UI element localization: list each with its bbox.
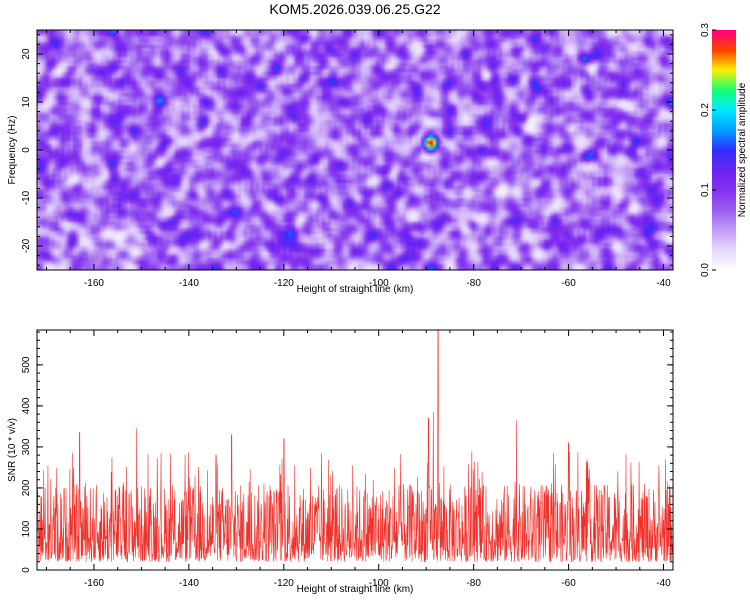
colorbar-tick-label: 0.0 bbox=[700, 263, 711, 277]
heatmap-xtick-label: -60 bbox=[561, 278, 576, 289]
snr-ytick-label: 400 bbox=[21, 397, 32, 414]
heatmap-image bbox=[37, 30, 673, 270]
snr-xtick-label: -40 bbox=[656, 578, 671, 589]
colorbar-tick-label: 0.3 bbox=[700, 23, 711, 37]
heatmap-xtick-label: -120 bbox=[274, 278, 294, 289]
snr-ytick-label: 200 bbox=[21, 479, 32, 496]
snr-ylabel: SNR (10 * v/v) bbox=[7, 418, 18, 482]
heatmap-ylabel: Frequency (Hz) bbox=[7, 116, 18, 185]
heatmap-xtick-label: -40 bbox=[656, 278, 671, 289]
snr-ytick-label: 500 bbox=[21, 356, 32, 373]
snr-xtick-label: -60 bbox=[561, 578, 576, 589]
chart-title: KOM5.2026.039.06.25.G22 bbox=[269, 1, 440, 17]
snr-panel: -160 -140 -120 -100 -80 -60 -40 0 100 200 300 400 50… bbox=[7, 329, 674, 595]
heatmap-xlabel: Height of straight line (km) bbox=[297, 284, 414, 295]
heatmap-xtick-label: -100 bbox=[369, 278, 389, 289]
heatmap-xtick-label: -160 bbox=[84, 278, 104, 289]
snr-xtick-label: -120 bbox=[274, 578, 294, 589]
snr-xtick-label: -80 bbox=[466, 578, 481, 589]
colorbar-tick-label: 0.1 bbox=[700, 183, 711, 197]
colorbar-bar bbox=[712, 30, 736, 270]
heatmap-xtick-label: -80 bbox=[466, 278, 481, 289]
snr-series-line bbox=[37, 330, 673, 563]
colorbar-ticks: 0.0 0.1 0.2 0.3 bbox=[700, 23, 716, 277]
snr-xtick-label: -140 bbox=[179, 578, 199, 589]
heatmap-xtick-label: -140 bbox=[179, 278, 199, 289]
colorbar-tick-label: 0.2 bbox=[700, 103, 711, 117]
snr-xtick-label: -100 bbox=[369, 578, 389, 589]
heatmap-ytick-label: -10 bbox=[21, 190, 32, 205]
heatmap-ytick-label: -20 bbox=[21, 238, 32, 253]
snr-ytick-label: 300 bbox=[21, 438, 32, 455]
snr-axes: -160 -140 -120 -100 -80 -60 -40 0 100 200 300 400 50… bbox=[21, 330, 673, 589]
colorbar: 0.0 0.1 0.2 0.3 Normalized spectral amplitu… bbox=[700, 23, 748, 277]
snr-xlabel: Height of straight line (km) bbox=[297, 584, 414, 595]
snr-ytick-label: 100 bbox=[21, 520, 32, 537]
snr-ytick-label: 0 bbox=[21, 567, 32, 573]
heatmap-ytick-label: 0 bbox=[21, 147, 32, 153]
heatmap-ytick-label: 20 bbox=[21, 48, 32, 60]
colorbar-label: Normalized spectral amplitude bbox=[737, 82, 748, 217]
heatmap-ytick-label: 10 bbox=[21, 96, 32, 108]
snr-xtick-label: -160 bbox=[84, 578, 104, 589]
